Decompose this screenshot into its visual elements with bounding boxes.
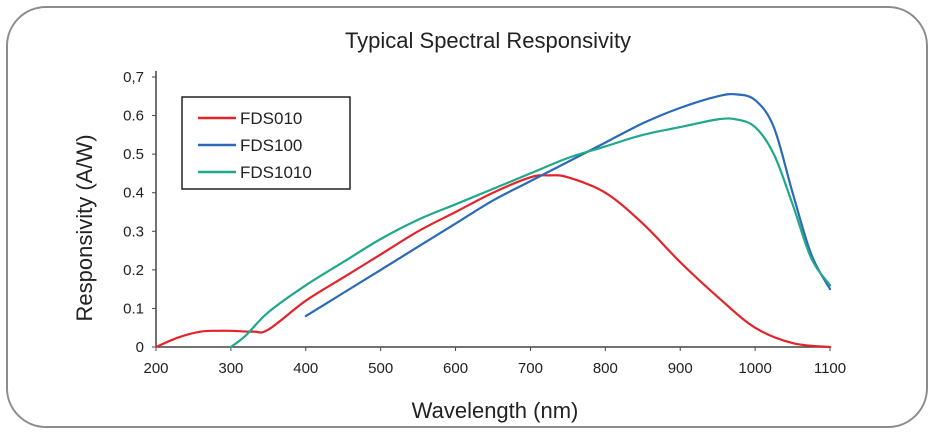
legend-label-fds010: FDS010 [240, 109, 302, 128]
y-tick-label: 0.5 [123, 146, 144, 163]
y-axis-label: Responsivity (A/W) [72, 134, 97, 321]
x-axis-label: Wavelength (nm) [412, 398, 579, 423]
legend-label-fds1010: FDS1010 [240, 163, 312, 182]
y-tick-label: 0.1 [123, 300, 144, 317]
series-line-fds010 [154, 174, 832, 349]
x-tick-label: 1100 [814, 360, 846, 377]
x-tick-label: 300 [218, 360, 243, 377]
x-tick-labels: 200 300 400 500 600 700 800 900 1000 1100 [143, 347, 846, 377]
legend: FDS010 FDS100 FDS1010 [181, 96, 351, 190]
y-tick-label: 0 [136, 339, 144, 356]
series-lines [154, 92, 832, 349]
y-tick-label: 0,7 [123, 69, 144, 86]
x-tick-label: 600 [443, 360, 468, 377]
x-tick-label: 200 [143, 360, 168, 377]
legend-label-fds100: FDS100 [240, 136, 302, 155]
y-tick-label: 0.2 [123, 262, 144, 279]
series-line-fds100 [304, 92, 832, 318]
chart-title: Typical Spectral Responsivity [345, 28, 631, 53]
x-tick-label: 1000 [738, 360, 771, 377]
series-line-fds1010 [229, 117, 832, 349]
x-tick-label: 800 [593, 360, 618, 377]
axes [155, 71, 830, 348]
x-tick-label: 900 [668, 360, 693, 377]
legend-box [181, 96, 351, 190]
x-tick-label: 500 [368, 360, 393, 377]
y-tick-label: 0.6 [123, 108, 144, 125]
y-tick-label: 0.4 [123, 185, 144, 202]
x-tick-label: 400 [293, 360, 318, 377]
y-tick-label: 0.3 [123, 223, 144, 240]
y-tick-labels: 0 0.1 0.2 0.3 0.4 0.5 0.6 0,7 [123, 69, 156, 356]
x-tick-label: 700 [518, 360, 543, 377]
